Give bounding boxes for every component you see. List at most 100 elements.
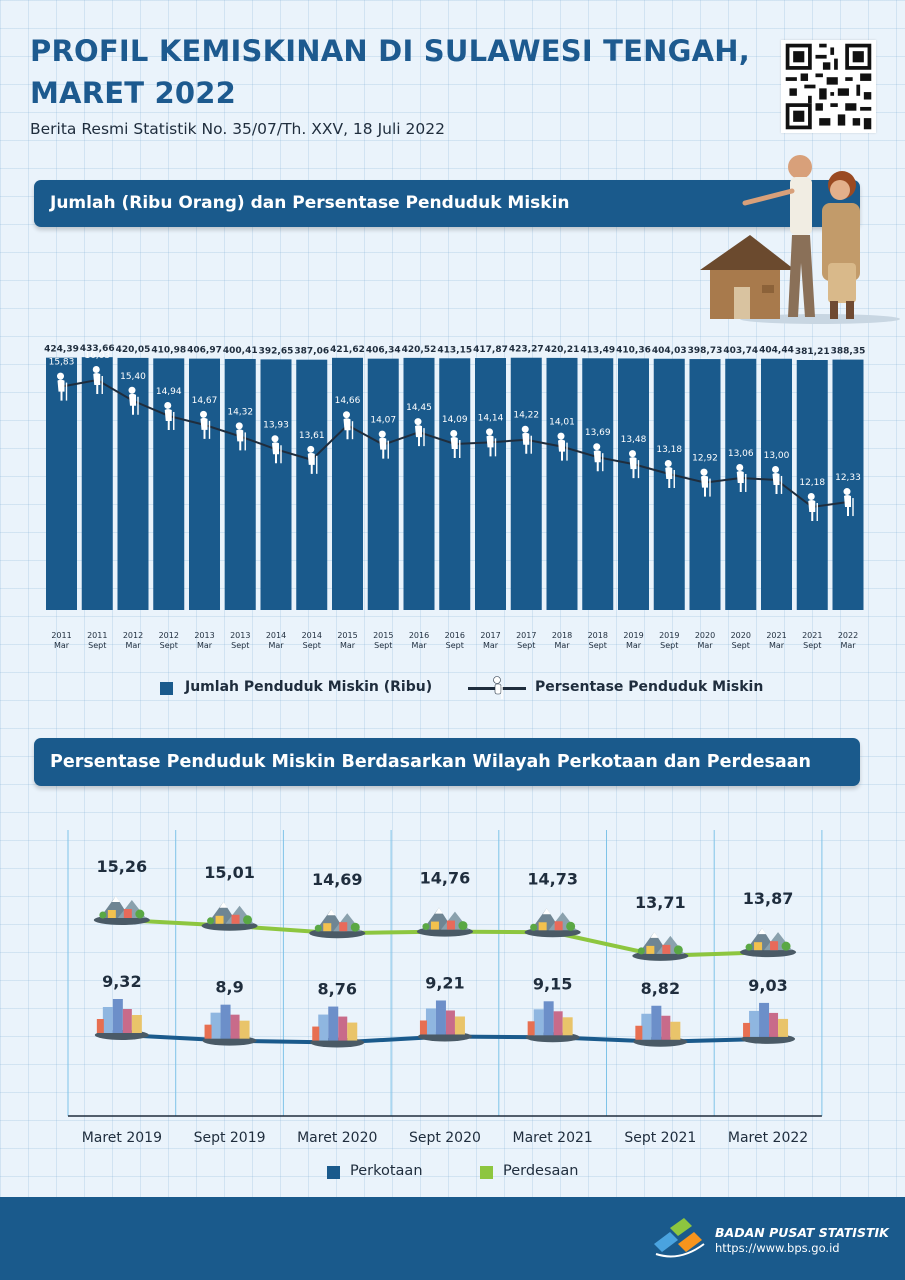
rural-points: 15,26 15,01 14,69 14,76 14,73 13,71 13,87 (93, 857, 797, 961)
bar-value-label: 413,15 (437, 345, 472, 355)
person-head (736, 463, 744, 471)
x-tick-period: Mar (125, 641, 141, 650)
x-tick-period: Mar (340, 641, 356, 650)
bar (296, 359, 328, 610)
x-tick-label: Sept 2020 (409, 1130, 481, 1146)
elderly-person-icon (450, 429, 461, 458)
line-value-label: 16,03 (84, 351, 110, 361)
bar-value-label: 420,05 (116, 345, 151, 355)
bar-value-label: 410,98 (151, 345, 186, 355)
bar (224, 358, 256, 610)
legend-rural-swatch (480, 1166, 493, 1179)
bar-value-label: 388,35 (831, 347, 866, 357)
line-value-label: 13,00 (764, 451, 790, 461)
building-shape (204, 1024, 212, 1039)
x-tick-label: Sept 2021 (624, 1130, 696, 1146)
x-tick-label: Sept 2019 (194, 1130, 266, 1146)
tree-shape (566, 921, 576, 931)
x-tick-label: Maret 2019 (82, 1130, 162, 1146)
elderly-person-icon (164, 401, 175, 430)
bar-value-label: 423,27 (509, 345, 544, 355)
elderly-person-icon (629, 450, 640, 479)
mountain-snow (111, 896, 120, 902)
x-tick-label: Maret 2021 (513, 1130, 593, 1146)
bar (618, 358, 649, 610)
elderly-couple-illustration (700, 155, 900, 324)
elderly-person-icon (378, 430, 389, 459)
x-tick-period: Sept (732, 641, 750, 650)
person-head (92, 366, 100, 373)
tree-shape (243, 915, 253, 925)
house-shape (430, 921, 439, 930)
village-icon (201, 901, 258, 931)
bar-value-label: 421,62 (330, 345, 365, 355)
x-tick-period: Mar (411, 641, 427, 650)
x-tick-period: Mar (769, 641, 785, 650)
city-icon (310, 1006, 365, 1048)
qr-code-icon (781, 40, 876, 133)
person-head (343, 411, 350, 419)
mountain-snow (650, 931, 659, 938)
building-shape (347, 1022, 358, 1041)
person-body (57, 379, 65, 401)
line-value-label: 13,18 (656, 445, 682, 455)
poverty-bar-line-chart: 424,392011Mar433,662011Sept420,052012Mar… (44, 344, 865, 650)
building-shape (749, 1010, 760, 1037)
building-shape (112, 999, 123, 1033)
elderly-person-icon (307, 445, 318, 474)
tree-shape (530, 923, 538, 931)
mountain-snow (434, 907, 443, 914)
building-shape (661, 1015, 671, 1040)
bars: 424,392011Mar433,662011Sept420,052012Mar… (44, 344, 865, 650)
city-icon (94, 999, 149, 1040)
village-icon (309, 909, 366, 939)
bar (81, 357, 113, 610)
bar-value-label: 413,49 (580, 345, 615, 355)
x-tick-year: 2021 (766, 631, 786, 640)
house-shape (123, 909, 132, 918)
building-shape (131, 1015, 142, 1033)
elderly-person-icon (807, 493, 818, 521)
x-tick-year: 2011 (87, 631, 107, 640)
x-tick-year: 2018 (588, 631, 608, 640)
bar-value-label: 406,34 (366, 346, 401, 356)
tree-shape (207, 917, 215, 925)
building-shape (445, 1010, 455, 1035)
building-shape (553, 1011, 563, 1036)
elderly-person-icon (200, 410, 211, 439)
x-tick-year: 2012 (159, 631, 179, 640)
village-icon (93, 896, 150, 925)
urban-value-label: 9,15 (533, 974, 572, 993)
person-body (808, 500, 816, 521)
person-head (200, 410, 207, 418)
person-head (557, 432, 565, 440)
elderly-person-icon (736, 463, 747, 492)
x-tick-year: 2020 (731, 631, 751, 640)
house-shape (646, 945, 655, 954)
page-title: PROFIL KEMISKINAN DI SULAWESI TENGAH, MA… (30, 34, 750, 110)
elderly-person-icon (593, 443, 604, 472)
building-shape (543, 1001, 554, 1036)
elderly-person-icon (414, 418, 425, 447)
bar-value-label: 424,39 (44, 345, 79, 355)
x-tick-period: Sept (589, 641, 607, 650)
line-value-label: 14,66 (335, 396, 361, 406)
person-head (378, 430, 386, 438)
bar-value-label: 420,52 (402, 345, 437, 355)
elderly-person-icon (57, 372, 68, 401)
house-shape (323, 923, 332, 932)
person-body (558, 439, 565, 461)
tree-shape (745, 943, 753, 951)
person-body (844, 495, 851, 517)
elderly-person-icon (271, 435, 282, 464)
rural-value-label: 15,01 (204, 863, 255, 882)
person-body (307, 452, 315, 474)
x-tick-period: Mar (268, 641, 284, 650)
person-head (164, 401, 172, 409)
line-value-label: 12,92 (692, 454, 718, 464)
bar (832, 359, 864, 610)
line-value-label: 13,61 (299, 431, 325, 441)
x-tick-year: 2020 (695, 631, 715, 640)
person-body (93, 373, 101, 394)
bar (439, 358, 471, 610)
